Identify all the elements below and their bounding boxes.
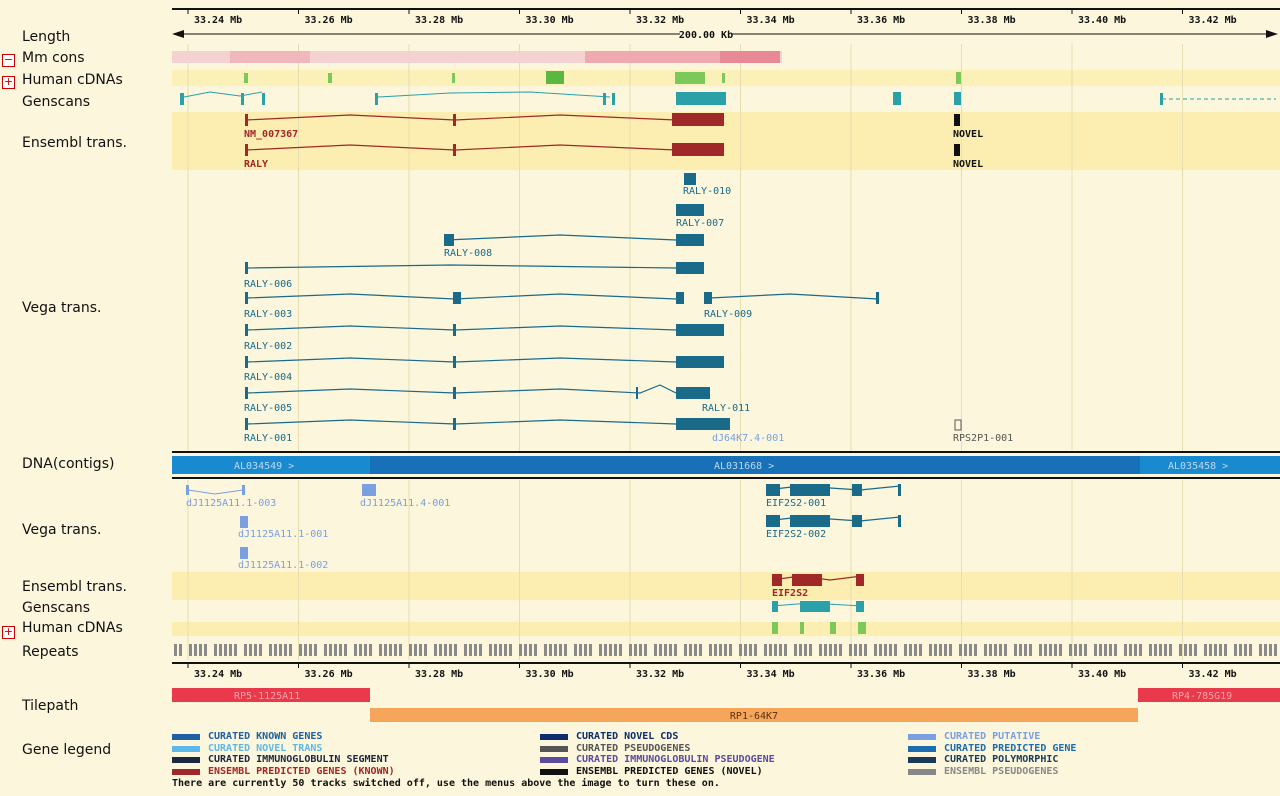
contig-label-al034549: AL034549 > <box>234 461 294 472</box>
vega-label-dj64k7: dJ64K7.4-001 <box>712 433 784 444</box>
legend-swatch <box>908 745 936 752</box>
legend-label: ENSEMBL PREDICTED GENES (KNOWN) <box>208 765 395 777</box>
length-scale-label: 200.00 Kb <box>679 30 733 41</box>
vega-label-raly-008: RALY-008 <box>444 248 492 259</box>
legend-label: CURATED NOVEL CDS <box>576 731 679 742</box>
contig-label-al031668: AL031668 > <box>714 461 774 472</box>
track-label-ensembl-trans: Ensembl trans. <box>22 135 127 151</box>
vega-label-rps2p1: RPS2P1-001 <box>953 433 1013 444</box>
track-label-vega-trans-bottom: Vega trans. <box>22 522 102 538</box>
legend-swatch <box>172 768 200 775</box>
legend-label: ENSEMBL PREDICTED GENES (NOVEL) <box>576 765 763 777</box>
track-label-genscans: Genscans <box>22 94 91 110</box>
legend-label: CURATED POLYMORPHIC <box>944 754 1059 765</box>
vega-label-raly-009: RALY-009 <box>704 309 752 320</box>
ensembl-label-nm007367: NM_007367 <box>244 129 298 140</box>
expand-toggle-icon-bottom[interactable]: + <box>2 625 15 639</box>
legend-label: CURATED KNOWN GENES <box>208 731 323 742</box>
axis-tick-label: 33.30 Mb <box>526 15 574 26</box>
vega-label-raly-007: RALY-007 <box>676 218 724 229</box>
legend-label: CURATED IMMUNOGLOBULIN SEGMENT <box>208 754 389 765</box>
axis-tick-label: 33.36 Mb <box>857 669 905 680</box>
axis-tick-label: 33.28 Mb <box>415 15 463 26</box>
axis-tick-label: 33.34 Mb <box>747 15 795 26</box>
vega-label-raly-002: RALY-002 <box>244 341 292 352</box>
genome-view: 33.24 Mb 33.26 Mb 33.28 Mb 33.30 Mb 33.32 Mb… <box>172 8 1280 722</box>
legend-swatch <box>172 745 200 752</box>
axis-tick-label: 33.26 Mb <box>305 669 353 680</box>
axis-tick-label: 33.34 Mb <box>747 669 795 680</box>
vega-label-raly-004: RALY-004 <box>244 372 292 383</box>
axis-tick-label: 33.40 Mb <box>1078 669 1126 680</box>
legend-swatch <box>540 757 568 763</box>
vega-bottom-label-1: dJ1125A11.1-003 <box>186 498 276 509</box>
legend-label: CURATED PSEUDOGENES <box>576 742 691 754</box>
track-label-dna-contigs: DNA(contigs) <box>22 456 115 472</box>
track-label-human-cdnas: Human cDNAs <box>22 72 123 88</box>
legend-swatch <box>540 768 568 775</box>
vega-bottom-label-3: dJ1125A11.1-001 <box>238 529 328 540</box>
contig-label-al035458: AL035458 > <box>1168 461 1228 472</box>
track-label-genscans-bottom: Genscans <box>22 600 91 616</box>
legend-swatch <box>172 757 200 763</box>
track-label-human-cdnas-bottom: Human cDNAs <box>22 620 123 636</box>
axis-tick-label: 33.28 Mb <box>415 669 463 680</box>
axis-tick-label: 33.36 Mb <box>857 15 905 26</box>
legend-label: CURATED NOVEL TRANS <box>208 742 323 754</box>
track-label-gene-legend: Gene legend <box>22 742 112 758</box>
axis-tick-label: 33.32 Mb <box>636 15 684 26</box>
ensembl-label-novel-2: NOVEL <box>953 159 983 170</box>
legend-swatch <box>908 734 936 740</box>
axis-tick-label: 33.42 Mb <box>1189 15 1237 26</box>
ensembl-label-raly: RALY <box>244 159 268 170</box>
track-label-length: Length <box>22 29 71 45</box>
ensembl-label-novel-1: NOVEL <box>953 129 983 140</box>
vega-bottom-label-2: dJ1125A11.4-001 <box>360 498 450 509</box>
axis-tick-label: 33.42 Mb <box>1189 669 1237 680</box>
axis-tick-label: 33.30 Mb <box>526 669 574 680</box>
expand-toggle-icon[interactable]: + <box>2 75 15 89</box>
legend-label: CURATED PUTATIVE <box>944 731 1041 742</box>
axis-tick-label: 33.32 Mb <box>636 669 684 680</box>
vega-label-raly-011: RALY-011 <box>702 403 750 414</box>
clone-label-rp1: RP1-64K7 <box>730 711 778 722</box>
track-label-ensembl-trans-bottom: Ensembl trans. <box>22 579 127 595</box>
clone-label-rp4: RP4-785G19 <box>1172 691 1232 702</box>
footer-note: There are currently 50 tracks switched o… <box>172 778 720 789</box>
vega-label-raly-010: RALY-010 <box>683 186 731 197</box>
track-label-vega-trans: Vega trans. <box>22 300 102 316</box>
legend-label: CURATED PREDICTED GENE <box>944 742 1077 754</box>
track-label-repeats: Repeats <box>22 644 79 660</box>
track-label-tilepath: Tilepath <box>22 698 79 714</box>
axis-tick-label: 33.26 Mb <box>305 15 353 26</box>
legend-swatch <box>172 734 200 740</box>
legend-label: CURATED IMMUNOGLOBULIN PSEUDOGENE <box>576 754 775 765</box>
collapse-toggle-icon[interactable]: − <box>2 53 15 67</box>
vega-bottom-label-eif2s2-001: EIF2S2-001 <box>766 498 826 509</box>
axis-tick-label: 33.40 Mb <box>1078 15 1126 26</box>
vega-bottom-label-4: dJ1125A11.1-002 <box>238 560 328 571</box>
axis-tick-label: 33.24 Mb <box>194 15 242 26</box>
vega-label-raly-005: RALY-005 <box>244 403 292 414</box>
legend-swatch <box>908 768 936 775</box>
legend-label: ENSEMBL PSEUDOGENES <box>944 765 1059 777</box>
axis-tick-label: 33.38 Mb <box>968 669 1016 680</box>
axis-tick-label: 33.38 Mb <box>968 15 1016 26</box>
legend-swatch <box>540 734 568 740</box>
vega-bottom-label-eif2s2-002: EIF2S2-002 <box>766 529 826 540</box>
axis-tick-label: 33.24 Mb <box>194 669 242 680</box>
vega-label-raly-001: RALY-001 <box>244 433 292 444</box>
vega-label-raly-003: RALY-003 <box>244 309 292 320</box>
vega-label-raly-006: RALY-006 <box>244 279 292 290</box>
legend-swatch <box>908 757 936 763</box>
clone-label-rp5: RP5-1125A11 <box>234 691 300 702</box>
ensembl-bottom-label-eif2s2: EIF2S2 <box>772 588 808 599</box>
track-label-mm-cons: Mm cons <box>22 50 85 66</box>
legend-swatch <box>540 745 568 752</box>
